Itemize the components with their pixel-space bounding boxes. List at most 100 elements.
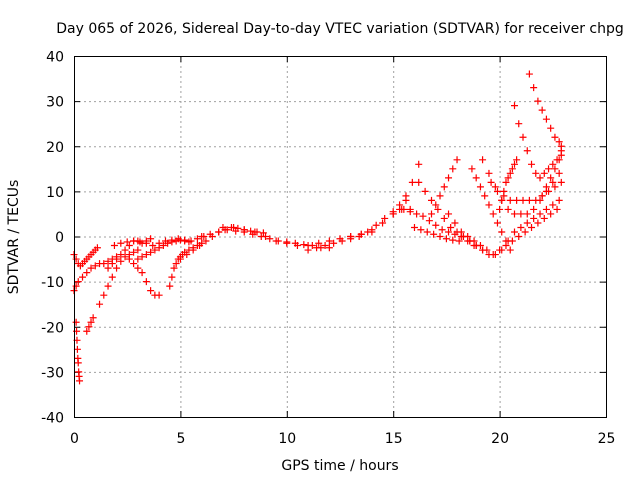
data-point: [381, 214, 389, 222]
data-point: [89, 314, 97, 322]
data-point: [530, 84, 538, 92]
data-point: [491, 183, 499, 191]
data-point: [85, 323, 93, 331]
data-point: [321, 242, 329, 250]
data-point: [453, 156, 461, 164]
data-point: [104, 257, 112, 265]
series-arc-23: [468, 165, 514, 254]
data-point: [438, 226, 446, 234]
data-point: [485, 169, 493, 177]
y-tick-label: 20: [46, 140, 64, 156]
data-point: [489, 210, 497, 218]
data-point: [176, 255, 184, 263]
series-arc-29: [538, 147, 565, 200]
data-point: [517, 223, 525, 231]
data-point: [159, 242, 167, 250]
data-point: [479, 246, 487, 254]
data-point: [230, 223, 238, 231]
data-point: [413, 210, 421, 218]
data-point: [542, 205, 550, 213]
data-point: [515, 120, 523, 128]
data-point: [553, 205, 561, 213]
data-point: [523, 219, 531, 227]
series-arc-1: [70, 244, 101, 270]
data-point: [189, 246, 197, 254]
data-point: [479, 156, 487, 164]
data-point: [442, 235, 450, 243]
data-point: [506, 196, 514, 204]
data-point: [123, 238, 131, 246]
data-point: [417, 226, 425, 234]
data-point: [487, 178, 495, 186]
data-point: [73, 345, 81, 353]
plot-frame: [74, 56, 607, 418]
data-point: [485, 251, 493, 259]
series-arc-20: [410, 223, 463, 245]
data-point: [436, 233, 444, 240]
data-point: [325, 244, 333, 252]
data-point: [91, 262, 99, 270]
data-point: [449, 165, 457, 173]
data-point: [476, 183, 484, 191]
data-point: [421, 187, 429, 195]
data-point: [117, 251, 125, 259]
data-point: [100, 291, 108, 299]
data-point: [510, 210, 518, 218]
data-point: [545, 165, 553, 173]
data-point: [540, 214, 548, 222]
data-point: [93, 244, 101, 252]
data-point: [445, 210, 453, 218]
data-point: [530, 214, 538, 222]
data-point: [251, 228, 259, 236]
data-point: [493, 187, 501, 195]
data-point: [500, 187, 508, 195]
data-point: [532, 196, 540, 204]
data-point: [536, 174, 544, 182]
data-point: [493, 219, 501, 227]
data-point: [338, 237, 346, 245]
data-point: [502, 178, 510, 186]
y-tick-label: 40: [46, 50, 64, 66]
data-point: [519, 196, 527, 204]
data-point: [164, 239, 172, 247]
data-point: [196, 242, 204, 250]
data-point: [549, 201, 557, 209]
data-point: [134, 246, 142, 254]
data-point: [517, 210, 525, 218]
data-point: [181, 237, 189, 245]
data-point: [530, 205, 538, 213]
data-point: [498, 196, 506, 204]
data-point: [121, 253, 129, 261]
data-point: [510, 160, 518, 168]
data-point: [525, 70, 533, 78]
data-point: [313, 244, 321, 252]
data-point: [262, 233, 270, 240]
data-point: [432, 221, 440, 229]
data-point: [193, 235, 201, 243]
x-axis-label: GPS time / hours: [281, 458, 398, 474]
data-point: [372, 221, 380, 229]
data-point: [481, 192, 489, 200]
data-point: [155, 291, 163, 299]
data-point: [545, 187, 553, 195]
y-axis-label: SDTVAR / TECUs: [6, 180, 22, 295]
data-point: [185, 238, 193, 246]
data-point: [74, 278, 82, 286]
data-point: [293, 242, 301, 250]
y-tick-label: 30: [46, 95, 64, 111]
data-point: [447, 223, 455, 231]
series-arc-7: [125, 255, 163, 299]
data-point: [406, 208, 414, 216]
x-tick-label: 5: [176, 431, 185, 447]
data-point: [547, 124, 555, 132]
data-point: [534, 219, 542, 227]
data-point: [142, 239, 150, 247]
data-point: [83, 269, 91, 277]
data-point: [206, 230, 214, 238]
data-point: [519, 133, 527, 141]
data-point: [423, 228, 431, 236]
data-point: [508, 165, 516, 173]
data-point: [168, 238, 176, 246]
data-point: [176, 236, 184, 244]
data-point: [219, 223, 227, 231]
